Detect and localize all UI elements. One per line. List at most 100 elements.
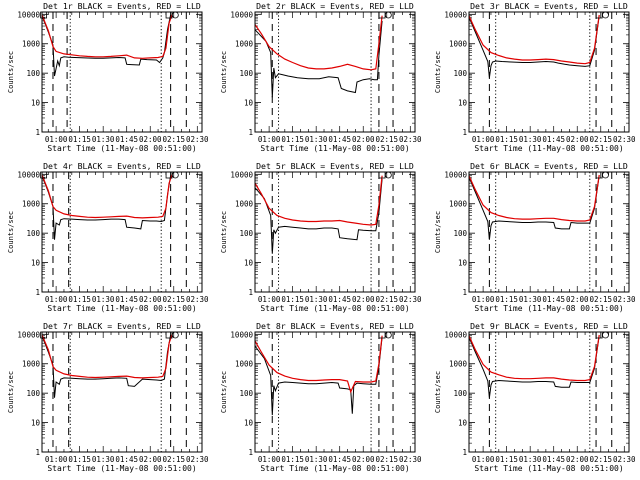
y-tick-label: 1 bbox=[35, 128, 40, 137]
y-tick-label: 1 bbox=[35, 448, 40, 457]
plot-frame bbox=[468, 11, 630, 133]
x-tick-label: 02:15 bbox=[375, 295, 398, 304]
y-tick-label: 100 bbox=[239, 389, 253, 398]
x-tick-label: 01:15 bbox=[68, 295, 91, 304]
x-tick-label: 02:15 bbox=[162, 135, 185, 144]
y-tick-label: 10 bbox=[244, 99, 254, 108]
panel-title: Det 5r BLACK = Events, RED = LLD bbox=[256, 161, 414, 171]
y-tick-label: 1 bbox=[462, 448, 467, 457]
x-tick-label: 02:00 bbox=[352, 455, 375, 464]
y-tick-label: 100 bbox=[453, 229, 467, 238]
lld-series-line bbox=[41, 14, 173, 59]
detector-panel: Det 6r BLACK = Events, RED = LLD 1 10 100 10… bbox=[434, 161, 636, 313]
events-series-line bbox=[254, 178, 383, 254]
x-tick-label: 01:30 bbox=[519, 295, 542, 304]
y-tick-label: 1000 bbox=[449, 40, 468, 49]
y-axis-label: Counts/sec bbox=[7, 211, 15, 253]
x-tick-label: 02:00 bbox=[139, 295, 162, 304]
detector-panel: Det 9r BLACK = Events, RED = LLD 1 10 100 10… bbox=[434, 321, 636, 473]
y-tick-label: 10 bbox=[458, 259, 468, 268]
y-tick-label: 1000 bbox=[235, 40, 254, 49]
plot-frame bbox=[41, 171, 203, 293]
events-series-line bbox=[468, 335, 600, 398]
events-series-line bbox=[468, 15, 600, 78]
y-tick-label: 1 bbox=[248, 448, 253, 457]
x-tick-label: 01:30 bbox=[305, 455, 328, 464]
plot-frame bbox=[41, 331, 203, 453]
panel-title: Det 7r BLACK = Events, RED = LLD bbox=[43, 321, 201, 331]
plot-frame bbox=[254, 171, 416, 293]
plot-frame bbox=[468, 171, 630, 293]
events-series-line bbox=[41, 14, 172, 77]
x-tick-label: 01:15 bbox=[281, 135, 304, 144]
panel-title: Det 2r BLACK = Events, RED = LLD bbox=[256, 1, 414, 11]
x-tick-label: 02:30 bbox=[613, 295, 636, 304]
x-tick-label: 01:15 bbox=[495, 295, 518, 304]
plot-frame bbox=[254, 11, 416, 133]
x-tick-label: 02:15 bbox=[162, 295, 185, 304]
y-tick-label: 100 bbox=[239, 69, 253, 78]
y-tick-label: 100 bbox=[26, 229, 40, 238]
x-tick-label: 01:30 bbox=[92, 135, 115, 144]
y-tick-label: 10 bbox=[244, 259, 254, 268]
x-tick-label: 01:30 bbox=[519, 135, 542, 144]
x-tick-label: 01:45 bbox=[542, 135, 565, 144]
x-tick-label: 01:30 bbox=[92, 455, 115, 464]
y-tick-label: 1000 bbox=[235, 360, 254, 369]
x-axis-label: Start Time (11-May-08 00:51:00) bbox=[260, 144, 409, 153]
detector-panel: Det 7r BLACK = Events, RED = LLD 1 10 100 10… bbox=[7, 321, 209, 473]
y-tick-label: 1000 bbox=[22, 360, 41, 369]
x-tick-label: 01:45 bbox=[115, 455, 138, 464]
circle-marker bbox=[384, 11, 392, 19]
detector-panel: Det 5r BLACK = Events, RED = LLD 1 10 100 10… bbox=[220, 161, 422, 313]
y-tick-label: 100 bbox=[26, 389, 40, 398]
y-tick-label: 100 bbox=[453, 389, 467, 398]
x-tick-label: 02:15 bbox=[375, 455, 398, 464]
x-tick-label: 01:00 bbox=[258, 455, 281, 464]
x-tick-label: 02:15 bbox=[589, 455, 612, 464]
y-tick-label: 10 bbox=[31, 99, 41, 108]
y-tick-label: 1000 bbox=[22, 40, 41, 49]
y-tick-label: 10000 bbox=[230, 330, 253, 339]
panel-title: Det 6r BLACK = Events, RED = LLD bbox=[470, 161, 628, 171]
lld-series-line bbox=[254, 335, 383, 394]
x-tick-label: 01:30 bbox=[519, 455, 542, 464]
y-tick-label: 10 bbox=[31, 259, 41, 268]
x-tick-label: 02:30 bbox=[186, 455, 209, 464]
x-tick-label: 01:15 bbox=[495, 135, 518, 144]
x-tick-label: 01:00 bbox=[45, 135, 68, 144]
x-tick-label: 01:30 bbox=[305, 295, 328, 304]
x-tick-label: 01:00 bbox=[472, 135, 495, 144]
y-tick-label: 100 bbox=[239, 229, 253, 238]
x-tick-label: 01:45 bbox=[115, 135, 138, 144]
y-axis-label: Counts/sec bbox=[434, 51, 442, 93]
x-tick-label: 01:15 bbox=[495, 455, 518, 464]
lld-series-line bbox=[468, 14, 600, 65]
x-tick-label: 02:15 bbox=[162, 455, 185, 464]
circle-marker bbox=[171, 11, 179, 19]
y-axis-label: Counts/sec bbox=[434, 211, 442, 253]
events-series-line bbox=[41, 175, 172, 240]
x-tick-label: 02:30 bbox=[399, 135, 422, 144]
detector-panel: Det 4r BLACK = Events, RED = LLD 1 10 100 10… bbox=[7, 161, 209, 313]
y-tick-label: 10000 bbox=[230, 10, 253, 19]
circle-marker bbox=[171, 331, 179, 339]
x-tick-label: 01:45 bbox=[115, 295, 138, 304]
detector-panel: Det 8r BLACK = Events, RED = LLD 1 10 100 10… bbox=[220, 321, 422, 473]
x-tick-label: 02:30 bbox=[186, 135, 209, 144]
x-axis-label: Start Time (11-May-08 00:51:00) bbox=[474, 144, 623, 153]
circle-marker bbox=[602, 11, 609, 19]
x-tick-label: 01:00 bbox=[45, 455, 68, 464]
lld-series-line bbox=[254, 175, 383, 226]
circle-marker bbox=[171, 171, 179, 179]
lld-series-line bbox=[254, 15, 383, 71]
y-axis-label: Counts/sec bbox=[220, 211, 228, 253]
circle-marker bbox=[602, 171, 609, 179]
y-tick-label: 10000 bbox=[17, 170, 40, 179]
y-tick-label: 10 bbox=[244, 419, 254, 428]
x-tick-label: 01:30 bbox=[305, 135, 328, 144]
y-tick-label: 1000 bbox=[449, 360, 468, 369]
x-tick-label: 01:15 bbox=[68, 135, 91, 144]
